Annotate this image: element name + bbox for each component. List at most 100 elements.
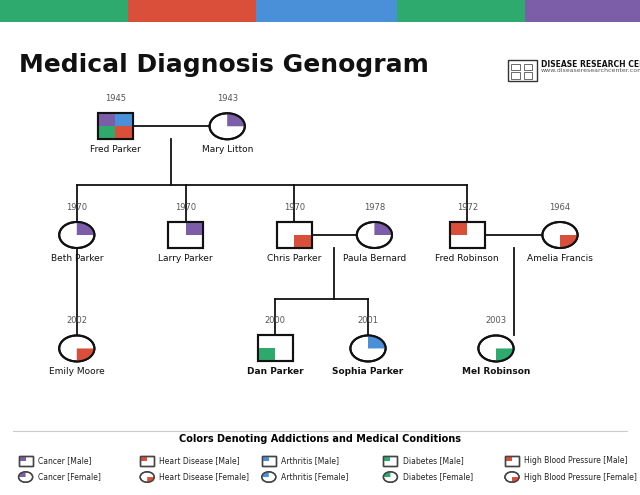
- Wedge shape: [77, 222, 95, 235]
- Text: Sophia Parker: Sophia Parker: [332, 367, 404, 376]
- Text: 1972: 1972: [456, 202, 478, 211]
- Bar: [97, 113, 115, 126]
- Text: 1970: 1970: [175, 202, 196, 211]
- Bar: [450, 222, 467, 235]
- Bar: [19, 456, 33, 466]
- Wedge shape: [227, 113, 245, 126]
- Bar: [511, 64, 520, 70]
- Bar: [262, 456, 276, 466]
- Bar: [186, 222, 204, 235]
- Bar: [140, 456, 154, 466]
- Bar: [524, 64, 532, 70]
- Text: DISEASE RESEARCH CENTER: DISEASE RESEARCH CENTER: [541, 59, 640, 69]
- Bar: [505, 456, 519, 466]
- Bar: [450, 222, 485, 248]
- Text: 1970: 1970: [66, 202, 88, 211]
- Bar: [168, 222, 203, 248]
- Text: Dan Parker: Dan Parker: [247, 367, 303, 376]
- Text: Cancer [Male]: Cancer [Male]: [38, 456, 92, 465]
- Text: High Blood Pressure [Male]: High Blood Pressure [Male]: [524, 456, 628, 465]
- Wedge shape: [383, 472, 390, 477]
- Text: Fred Robinson: Fred Robinson: [435, 253, 499, 263]
- FancyBboxPatch shape: [508, 59, 537, 81]
- Bar: [524, 72, 532, 79]
- Text: Mary Litton: Mary Litton: [202, 145, 253, 154]
- Bar: [383, 456, 390, 461]
- Bar: [383, 456, 397, 466]
- Text: Chris Parker: Chris Parker: [268, 253, 321, 263]
- Bar: [168, 222, 203, 248]
- Circle shape: [357, 222, 392, 248]
- Text: Emily Moore: Emily Moore: [49, 367, 105, 376]
- Text: High Blood Pressure [Female]: High Blood Pressure [Female]: [524, 473, 637, 482]
- Wedge shape: [496, 348, 514, 361]
- Circle shape: [19, 472, 33, 482]
- Bar: [19, 456, 26, 461]
- Text: 1978: 1978: [364, 202, 385, 211]
- Wedge shape: [147, 477, 154, 482]
- Circle shape: [140, 472, 154, 482]
- Text: Arthritis [Male]: Arthritis [Male]: [281, 456, 339, 465]
- Bar: [450, 222, 485, 248]
- Bar: [262, 456, 269, 461]
- Text: 2000: 2000: [265, 316, 285, 325]
- Bar: [19, 456, 33, 466]
- Text: Diabetes [Female]: Diabetes [Female]: [403, 473, 473, 482]
- Text: 1964: 1964: [549, 202, 571, 211]
- Text: Medical Diagnosis Genogram: Medical Diagnosis Genogram: [19, 53, 429, 77]
- Bar: [140, 456, 154, 466]
- Text: Cancer [Female]: Cancer [Female]: [38, 473, 100, 482]
- Text: 1943: 1943: [216, 94, 238, 103]
- Text: Colors Denoting Addictions and Medical Conditions: Colors Denoting Addictions and Medical C…: [179, 435, 461, 445]
- Bar: [97, 113, 133, 139]
- Bar: [140, 456, 147, 461]
- Circle shape: [59, 222, 95, 248]
- Circle shape: [351, 336, 385, 361]
- Text: Larry Parker: Larry Parker: [158, 253, 213, 263]
- Text: Fred Parker: Fred Parker: [90, 145, 141, 154]
- Bar: [257, 336, 292, 361]
- Wedge shape: [19, 472, 26, 477]
- Bar: [277, 222, 312, 248]
- Text: 1945: 1945: [105, 94, 125, 103]
- Bar: [505, 456, 519, 466]
- Wedge shape: [368, 336, 385, 348]
- Circle shape: [262, 472, 276, 482]
- Bar: [257, 348, 275, 361]
- Text: Heart Disease [Male]: Heart Disease [Male]: [159, 456, 240, 465]
- Text: Diabetes [Male]: Diabetes [Male]: [403, 456, 463, 465]
- Circle shape: [383, 472, 397, 482]
- Wedge shape: [77, 348, 95, 361]
- Bar: [262, 456, 276, 466]
- Bar: [277, 222, 312, 248]
- Circle shape: [505, 472, 519, 482]
- Text: Heart Disease [Female]: Heart Disease [Female]: [159, 473, 250, 482]
- Wedge shape: [374, 222, 392, 235]
- Text: Amelia Francis: Amelia Francis: [527, 253, 593, 263]
- Wedge shape: [560, 235, 578, 248]
- Circle shape: [59, 336, 95, 361]
- Bar: [383, 456, 397, 466]
- Bar: [511, 72, 520, 79]
- Text: Arthritis [Female]: Arthritis [Female]: [281, 473, 348, 482]
- Bar: [505, 456, 512, 461]
- Text: 2003: 2003: [485, 316, 507, 325]
- Circle shape: [479, 336, 514, 361]
- Bar: [115, 126, 133, 139]
- Text: Beth Parker: Beth Parker: [51, 253, 103, 263]
- Bar: [257, 336, 292, 361]
- Bar: [97, 113, 133, 139]
- Text: Paula Bernard: Paula Bernard: [343, 253, 406, 263]
- Bar: [294, 235, 312, 248]
- Text: 2002: 2002: [67, 316, 87, 325]
- Text: www.diseaseresearchcenter.com: www.diseaseresearchcenter.com: [541, 68, 640, 73]
- Bar: [97, 126, 115, 139]
- Circle shape: [543, 222, 578, 248]
- Text: Mel Robinson: Mel Robinson: [462, 367, 530, 376]
- Wedge shape: [262, 472, 269, 477]
- Text: 2001: 2001: [358, 316, 378, 325]
- Circle shape: [210, 113, 244, 139]
- Text: 1970: 1970: [284, 202, 305, 211]
- Wedge shape: [512, 477, 519, 482]
- Bar: [115, 113, 133, 126]
